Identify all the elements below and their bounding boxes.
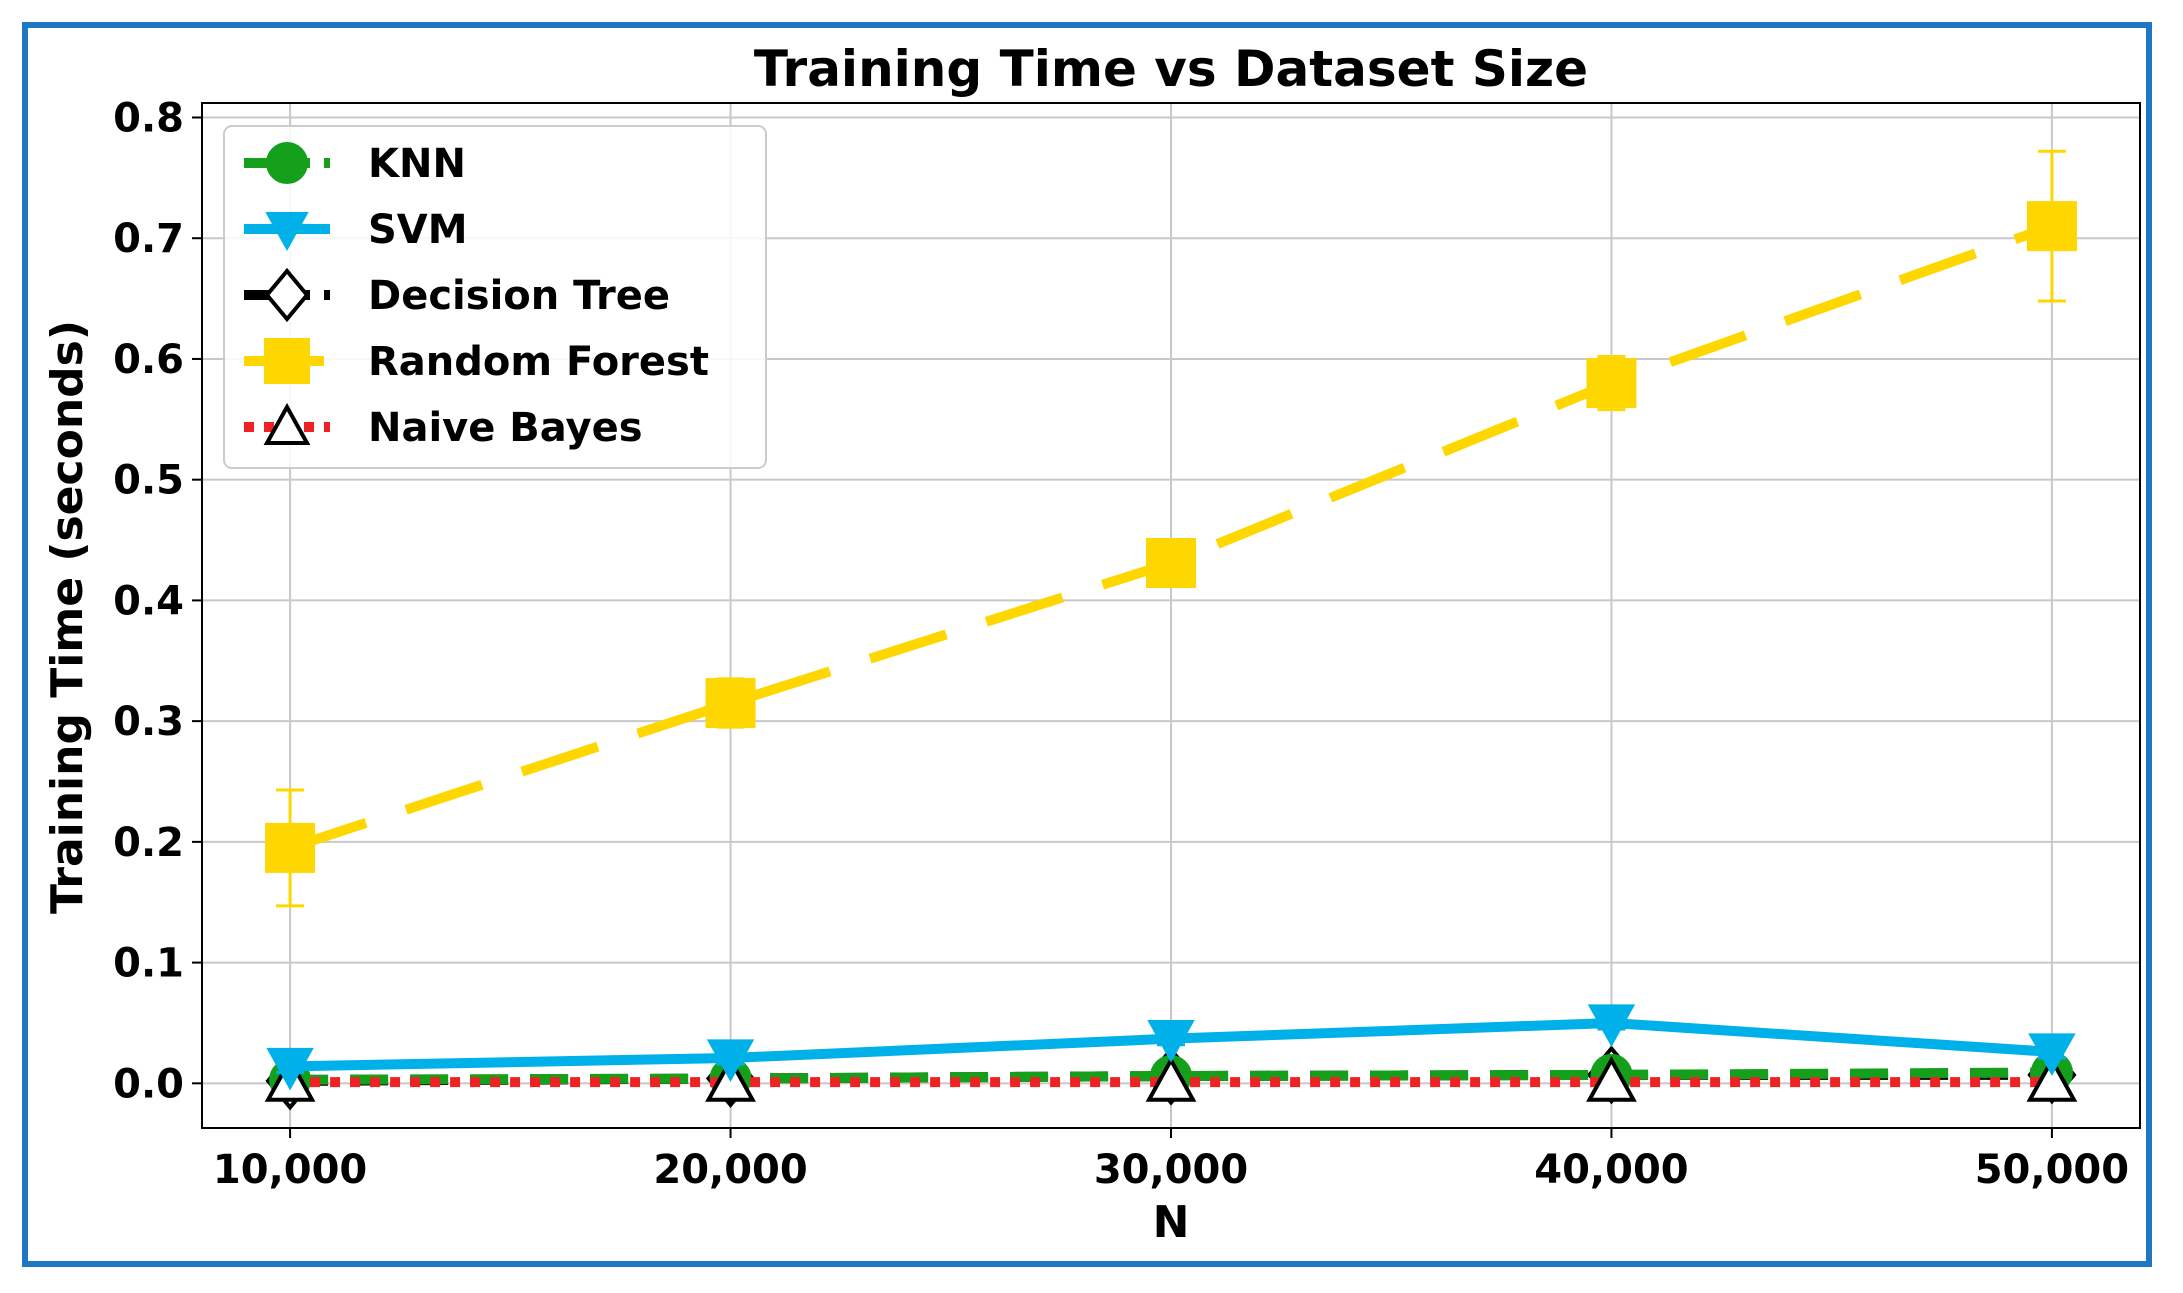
legend-marker-random-forest <box>264 338 310 384</box>
legend-marker-knn <box>266 142 308 184</box>
data-point-svm <box>1587 1004 1636 1048</box>
legend-marker-decision-tree <box>264 267 310 323</box>
data-point-naive-bayes <box>2026 1056 2078 1102</box>
data-point-naive-bayes <box>1586 1056 1637 1102</box>
x-tick-label: 40,000 <box>1534 1147 1688 1193</box>
data-point-random-forest <box>2026 201 2077 252</box>
y-tick-label: 0.4 <box>113 578 184 624</box>
y-tick-label: 0.7 <box>113 216 184 262</box>
legend-label-naive-bayes: Naive Bayes <box>368 405 643 451</box>
chart-title: Training Time vs Dataset Size <box>754 40 1588 98</box>
y-tick-label: 0.0 <box>113 1061 184 1107</box>
x-axis-ticks: 10,000 20,000 30,000 40,000 50,000 <box>213 1128 2129 1193</box>
x-axis-label: N <box>1153 1197 1190 1248</box>
y-tick-label: 0.8 <box>113 95 184 141</box>
x-tick-label: 50,000 <box>1975 1147 2129 1193</box>
legend-item-decision-tree: Decision Tree <box>244 267 670 323</box>
data-point-random-forest <box>705 678 756 729</box>
y-tick-label: 0.6 <box>113 337 184 383</box>
legend-label-random-forest: Random Forest <box>368 339 709 385</box>
y-axis-label: Training Time (seconds) <box>42 320 93 914</box>
series-naive-bayes <box>264 1056 2078 1102</box>
legend-item-svm: SVM <box>244 207 468 253</box>
legend-label-knn: KNN <box>368 141 466 187</box>
x-tick-label: 20,000 <box>653 1147 807 1193</box>
y-tick-label: 0.3 <box>113 699 184 745</box>
series-layer <box>264 149 2078 1111</box>
legend-box <box>223 125 767 469</box>
series-line-knn <box>290 1067 2052 1085</box>
legend-label-svm: SVM <box>368 207 468 253</box>
x-tick-label: 10,000 <box>213 1147 367 1193</box>
data-point-svm <box>706 1039 755 1083</box>
series-random-forest <box>265 149 2077 908</box>
legend-marker-svm <box>265 212 309 252</box>
legend-item-naive-bayes: Naive Bayes <box>244 402 643 451</box>
legend-item-random-forest: Random Forest <box>244 338 709 385</box>
legend-label-decision-tree: Decision Tree <box>368 273 670 319</box>
legend-item-knn: KNN <box>244 141 466 187</box>
data-point-svm <box>2028 1033 2076 1076</box>
legend-marker-naive-bayes <box>263 402 311 445</box>
series-svm <box>266 1004 2076 1091</box>
x-tick-label: 30,000 <box>1094 1147 1248 1193</box>
y-tick-label: 0.2 <box>113 820 184 866</box>
data-point-naive-bayes <box>1145 1056 1197 1102</box>
y-tick-label: 0.5 <box>113 458 184 504</box>
data-point-svm <box>266 1047 314 1091</box>
y-axis-ticks: 0.0 0.1 0.2 0.3 0.4 0.5 0.6 0.7 0.8 <box>113 95 202 1107</box>
data-point-random-forest <box>1586 358 1637 409</box>
data-point-random-forest <box>1146 537 1196 588</box>
data-point-svm <box>1147 1020 1195 1063</box>
legend: KNN SVM Decision Tree Random Forest Naive Ba… <box>223 125 767 469</box>
y-tick-label: 0.1 <box>113 941 184 987</box>
data-point-random-forest <box>265 822 316 873</box>
